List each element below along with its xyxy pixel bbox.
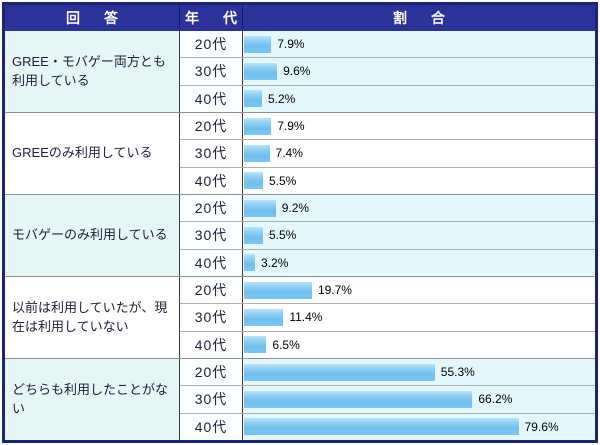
age-label: 40代 xyxy=(180,167,243,194)
age-label: 30代 xyxy=(180,386,243,413)
percentage-bar xyxy=(244,90,262,108)
bar-cell: 11.4% xyxy=(243,304,595,331)
age-label: 20代 xyxy=(180,31,243,58)
percentage-label: 5.5% xyxy=(268,173,297,188)
percentage-label: 9.2% xyxy=(281,201,310,216)
table-row: 30代 66.2% xyxy=(180,385,595,413)
age-label: 20代 xyxy=(180,195,243,222)
bar-cell: 3.2% xyxy=(243,249,595,276)
answer-group-former-user: 以前は利用していたが、現在は利用していない 20代 19.7% 30代 11.4… xyxy=(5,276,595,358)
table-row: 30代 11.4% xyxy=(180,303,595,331)
percentage-bar xyxy=(244,144,270,162)
age-label: 20代 xyxy=(180,359,243,386)
table-row: 20代 19.7% xyxy=(180,277,595,304)
table-row: 40代 5.2% xyxy=(180,84,595,112)
percentage-bar xyxy=(244,254,256,272)
percentage-label: 7.9% xyxy=(277,119,305,134)
percentage-label: 55.3% xyxy=(440,365,475,380)
table-row: 40代 3.2% xyxy=(180,248,595,276)
table-row: 30代 7.4% xyxy=(180,139,595,167)
header-age: 年 代 xyxy=(180,5,243,31)
percentage-label: 9.6% xyxy=(283,64,311,79)
bar-cell: 79.6% xyxy=(243,413,595,440)
percentage-bar xyxy=(244,281,312,299)
percentage-bar xyxy=(244,226,263,244)
table-row: 40代 6.5% xyxy=(180,330,595,358)
table-row: 30代 5.5% xyxy=(180,221,595,249)
percentage-bar xyxy=(244,35,272,53)
percentage-label: 3.2% xyxy=(261,255,289,270)
percentage-bar xyxy=(244,199,276,217)
bar-cell: 5.5% xyxy=(243,222,595,249)
bar-cell: 55.3% xyxy=(243,359,595,386)
bar-cell: 5.2% xyxy=(243,85,595,112)
age-label: 20代 xyxy=(180,113,243,140)
age-label: 40代 xyxy=(180,249,243,276)
header-answer: 回 答 xyxy=(5,5,180,31)
bar-cell: 6.5% xyxy=(243,331,595,358)
percentage-label: 5.5% xyxy=(268,228,297,243)
answer-label: GREE・モバゲー両方とも利用している xyxy=(5,31,180,112)
age-label: 40代 xyxy=(180,85,243,112)
table-row: 20代 55.3% xyxy=(180,359,595,386)
percentage-label: 6.5% xyxy=(272,337,300,352)
age-label: 30代 xyxy=(180,222,243,249)
percentage-bar xyxy=(244,363,435,381)
table-row: 20代 7.9% xyxy=(180,31,595,58)
percentage-label: 11.4% xyxy=(289,310,323,325)
answer-group-gree-only: GREEのみ利用している 20代 7.9% 30代 7.4% xyxy=(5,112,595,194)
bar-cell: 9.6% xyxy=(243,58,595,85)
bar-cell: 7.9% xyxy=(243,31,595,58)
percentage-label: 66.2% xyxy=(478,392,513,407)
age-label: 30代 xyxy=(180,58,243,85)
percentage-label: 19.7% xyxy=(317,283,352,298)
table-body: GREE・モバゲー両方とも利用している 20代 7.9% 30代 9.6% xyxy=(5,31,595,440)
table-row: 30代 9.6% xyxy=(180,57,595,85)
percentage-bar xyxy=(244,62,278,80)
bar-cell: 7.4% xyxy=(243,140,595,167)
bar-cell: 9.2% xyxy=(243,195,595,222)
percentage-bar xyxy=(244,336,267,354)
percentage-bar xyxy=(244,172,263,190)
answer-label: モバゲーのみ利用している xyxy=(5,195,180,276)
percentage-label: 5.2% xyxy=(267,91,296,106)
bar-cell: 5.5% xyxy=(243,167,595,194)
percentage-label: 7.4% xyxy=(275,146,303,161)
percentage-label: 7.9% xyxy=(277,37,305,52)
answer-label: どちらも利用したことがない xyxy=(5,359,180,440)
table-row: 20代 7.9% xyxy=(180,113,595,140)
percentage-bar xyxy=(244,418,519,436)
answer-label: 以前は利用していたが、現在は利用していない xyxy=(5,277,180,358)
answer-group-mobage-only: モバゲーのみ利用している 20代 9.2% 30代 5.5% xyxy=(5,194,595,276)
age-label: 30代 xyxy=(180,140,243,167)
percentage-bar xyxy=(244,390,473,408)
table-row: 40代 5.5% xyxy=(180,166,595,194)
percentage-bar xyxy=(244,117,272,135)
percentage-bar xyxy=(244,308,284,326)
age-label: 30代 xyxy=(180,304,243,331)
table-header-row: 回 答 年 代 割 合 xyxy=(5,5,595,31)
age-label: 40代 xyxy=(180,331,243,358)
bar-cell: 7.9% xyxy=(243,113,595,140)
age-label: 40代 xyxy=(180,413,243,440)
age-label: 20代 xyxy=(180,277,243,304)
table-row: 40代 79.6% xyxy=(180,412,595,440)
bar-cell: 19.7% xyxy=(243,277,595,304)
answer-label: GREEのみ利用している xyxy=(5,113,180,194)
answer-group-never-used: どちらも利用したことがない 20代 55.3% 30代 66.2% xyxy=(5,358,595,440)
header-ratio: 割 合 xyxy=(393,10,450,26)
percentage-label: 79.6% xyxy=(524,419,559,434)
table-row: 20代 9.2% xyxy=(180,195,595,222)
answer-group-both: GREE・モバゲー両方とも利用している 20代 7.9% 30代 9.6% xyxy=(5,31,595,112)
bar-cell: 66.2% xyxy=(243,386,595,413)
